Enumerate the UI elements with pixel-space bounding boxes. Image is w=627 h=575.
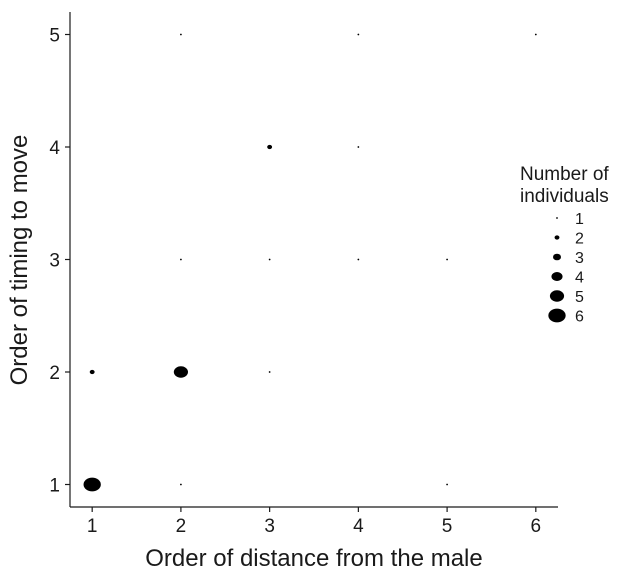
legend-key-4 xyxy=(551,272,563,281)
data-point xyxy=(89,369,95,375)
y-axis-title: Order of timing to move xyxy=(6,135,33,386)
data-point xyxy=(357,146,360,148)
legend-label-1: 1 xyxy=(575,211,584,228)
data-point xyxy=(446,258,448,261)
y-tick-label: 4 xyxy=(49,138,60,159)
data-point xyxy=(357,33,360,36)
data-point xyxy=(446,483,448,486)
data-point xyxy=(173,366,189,378)
x-tick-label: 2 xyxy=(176,516,187,537)
legend-label-3: 3 xyxy=(575,250,584,267)
legend-label-4: 4 xyxy=(575,270,584,287)
x-ticks: 1 2 3 4 5 6 xyxy=(87,507,541,537)
legend: Number of individuals 1 2 3 4 5 6 xyxy=(520,164,609,326)
data-point xyxy=(180,33,182,36)
y-tick-label: 5 xyxy=(49,26,60,47)
data-point xyxy=(180,483,182,486)
legend-title-line2: individuals xyxy=(520,186,609,207)
data-point xyxy=(83,477,101,492)
axes xyxy=(69,12,558,508)
x-tick-label: 6 xyxy=(531,516,542,537)
data-point xyxy=(268,258,271,261)
x-axis-title: Order of distance from the male xyxy=(145,545,482,572)
data-point xyxy=(180,258,182,261)
data-point xyxy=(267,144,273,150)
y-tick-label: 1 xyxy=(49,476,60,497)
x-tick-label: 1 xyxy=(87,516,98,537)
legend-key-2 xyxy=(554,235,560,240)
y-tick-label: 2 xyxy=(49,363,60,384)
data-point xyxy=(357,258,360,261)
legend-label-2: 2 xyxy=(575,231,584,248)
x-tick-label: 5 xyxy=(442,516,453,537)
x-tick-label: 4 xyxy=(353,516,364,537)
legend-label-6: 6 xyxy=(575,309,584,326)
x-tick-label: 3 xyxy=(264,516,275,537)
legend-items: 1 2 3 4 5 6 xyxy=(548,211,584,326)
legend-key-1 xyxy=(556,217,558,219)
legend-label-5: 5 xyxy=(575,289,584,306)
data-point xyxy=(268,371,271,373)
legend-key-6 xyxy=(548,308,566,323)
y-tick-label: 3 xyxy=(49,251,60,272)
legend-key-5 xyxy=(549,290,565,302)
legend-title-line1: Number of xyxy=(520,164,609,185)
data-point xyxy=(534,33,537,36)
data-points xyxy=(83,33,537,492)
legend-key-3 xyxy=(553,253,561,261)
y-ticks: 1 2 3 4 5 xyxy=(49,26,70,497)
